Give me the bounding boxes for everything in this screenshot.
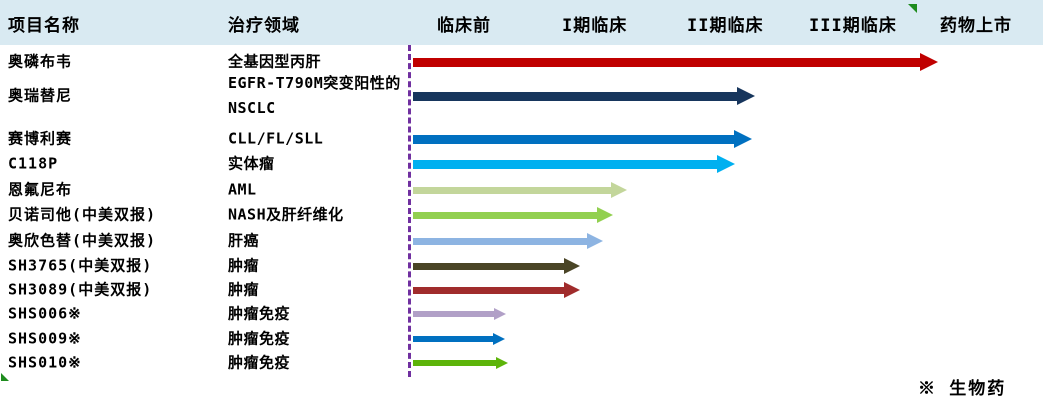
phase-arrow-shaft [413,286,567,294]
project-name: SHS010※ [8,353,82,372]
table-header: 项目名称 治疗领域 临床前 I期临床 II期临床 III期临床 药物上市 [0,0,1043,45]
project-name: 奥欣色替(中美双报) [8,231,157,250]
phase-arrow-head-icon [717,155,735,173]
header-marketed: 药物上市 [940,16,1012,36]
header-phase-2: II期临床 [687,16,764,36]
project-name: SHS009※ [8,329,82,348]
project-name: SH3765(中美双报) [8,256,153,275]
project-name: 赛博利赛 [8,129,73,148]
phase-arrow-shaft [413,211,600,219]
phase-arrow-shaft [413,237,590,245]
therapy-area: 肿瘤免疫 [228,304,291,323]
therapy-area: 全基因型丙肝 [228,52,322,71]
phase-arrow-shaft [413,134,737,144]
project-name: SHS006※ [8,304,82,323]
therapy-area: 实体瘤 [228,154,275,173]
header-therapy-area: 治疗领域 [228,16,300,36]
phase-arrow-head-icon [494,307,506,320]
cell-comment-marker-icon [1,373,9,381]
therapy-area: 肿瘤 [228,256,260,275]
header-phase-3: III期临床 [809,16,897,36]
therapy-area: 肿瘤免疫 [228,353,291,372]
preclinical-divider-line [408,45,411,377]
phase-arrow-head-icon [920,53,938,71]
phase-arrow-shaft [413,311,497,317]
phase-arrow-shaft [413,336,496,342]
therapy-area: 肝癌 [228,231,260,250]
phase-arrow-head-icon [493,332,505,345]
phase-arrow-head-icon [734,130,752,148]
therapy-area: EGFR-T790M突变阳性的NSCLC [228,74,401,117]
phase-arrow-shaft [413,57,923,67]
project-name: C118P [8,154,59,173]
project-name: 奥瑞替尼 [8,86,73,105]
project-name: 恩氟尼布 [8,180,73,199]
phase-arrow-head-icon [611,182,627,198]
phase-arrow-head-icon [564,258,580,274]
phase-arrow-shaft [413,186,614,194]
project-name: 奥磷布韦 [8,52,73,71]
header-project-name: 项目名称 [8,16,80,36]
project-name: 贝诺司他(中美双报) [8,205,157,224]
project-name: SH3089(中美双报) [8,280,153,299]
therapy-area: AML [228,180,257,199]
biologics-footnote: ※ 生物药 [918,379,1007,399]
header-preclinical: 临床前 [437,16,491,36]
phase-arrow-shaft [413,360,499,366]
phase-arrow-head-icon [496,356,508,369]
phase-arrow-head-icon [587,233,603,249]
header-phase-1: I期临床 [562,16,628,36]
phase-arrow-head-icon [564,282,580,298]
phase-arrow-shaft [413,159,720,169]
therapy-area: 肿瘤 [228,280,260,299]
phase-arrow-head-icon [737,87,755,105]
phase-arrow-shaft [413,262,567,270]
phase-arrow-shaft [413,91,740,101]
therapy-area: 肿瘤免疫 [228,329,291,348]
therapy-area: NASH及肝纤维化 [228,205,344,224]
cell-comment-marker-icon [908,4,917,13]
therapy-area: CLL/FL/SLL [228,129,324,148]
phase-arrow-head-icon [597,207,613,223]
